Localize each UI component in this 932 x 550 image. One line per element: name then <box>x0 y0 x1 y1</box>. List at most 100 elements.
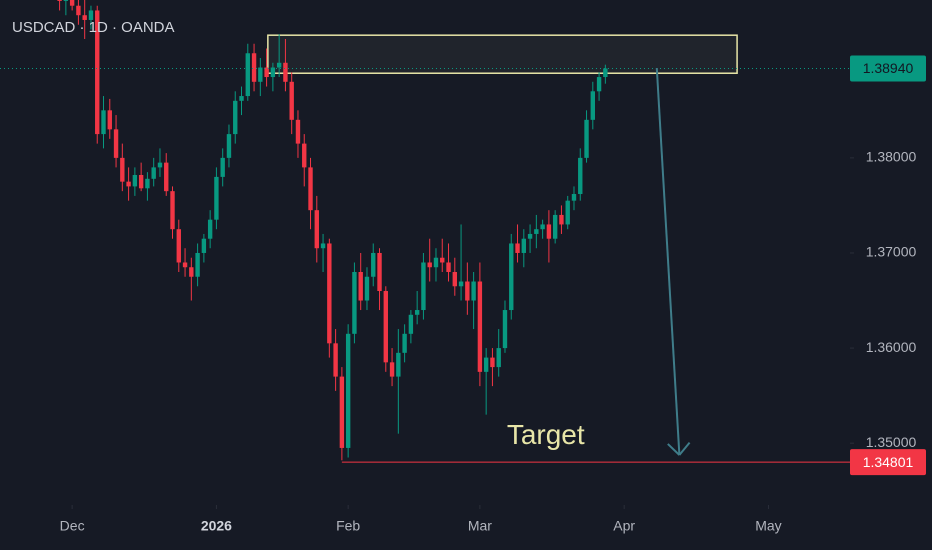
candle-body <box>371 252 376 277</box>
candle-body <box>496 348 501 368</box>
candle-body <box>546 224 552 239</box>
candle-body <box>120 157 125 182</box>
y-tick-label: 1.36000 <box>866 339 917 355</box>
arrow-head <box>678 442 691 456</box>
candle-body <box>164 162 169 192</box>
candle-body <box>402 333 407 353</box>
candle-body <box>358 271 363 301</box>
chart-title: USDCAD · 1D · OANDA <box>12 19 175 36</box>
candle-body <box>377 252 382 292</box>
candle-body <box>126 181 131 187</box>
candle-body <box>182 262 188 268</box>
candle-body <box>584 119 589 158</box>
candle-body <box>345 333 351 448</box>
candle-body <box>433 257 439 268</box>
candle-body <box>578 157 583 195</box>
candle-body <box>195 252 200 277</box>
x-tick-label: Apr <box>613 518 635 534</box>
x-tick-label: Dec <box>60 518 85 534</box>
candle-body <box>170 191 175 230</box>
y-tick-label: 1.37000 <box>866 244 917 260</box>
candle-body <box>527 233 533 239</box>
candle-body <box>113 129 119 158</box>
candle-body <box>276 62 282 68</box>
candle-body <box>446 262 451 272</box>
candle-body <box>245 53 250 97</box>
candle-body <box>308 167 313 211</box>
candle-body <box>63 0 69 1</box>
candle-body <box>189 267 194 277</box>
price-label-box <box>850 55 926 82</box>
candle-body <box>107 110 112 130</box>
candle-body <box>552 214 558 239</box>
plot-area <box>57 0 738 461</box>
y-tick-label: 1.38000 <box>866 149 917 165</box>
candle-body <box>327 243 332 344</box>
candle-body <box>333 343 338 377</box>
candle-body <box>471 281 476 301</box>
candle-body <box>201 238 207 253</box>
x-tick-label: Mar <box>468 518 492 534</box>
candle-body <box>220 157 225 177</box>
candle-body <box>421 262 426 311</box>
arrow-head <box>667 443 681 456</box>
annotation: Target <box>507 419 585 450</box>
zone <box>267 34 738 74</box>
y-tick-label: 1.35000 <box>866 434 917 450</box>
candle-body <box>483 357 489 372</box>
candle-body <box>515 243 520 253</box>
candle-body <box>352 271 357 334</box>
candle-body <box>571 194 577 201</box>
candle-body <box>414 310 420 315</box>
candle-body <box>314 210 319 249</box>
candle-body <box>302 143 307 168</box>
candle-body <box>502 310 508 349</box>
candle-body <box>559 214 564 225</box>
candle-body <box>76 5 81 16</box>
candle-body <box>239 96 244 101</box>
candle-body <box>389 362 395 377</box>
candle-body <box>233 100 238 135</box>
candle-body <box>383 291 388 363</box>
candle-body <box>289 81 294 120</box>
price-label: 1.34801 <box>863 454 914 470</box>
candle-body <box>145 178 150 189</box>
candle-body <box>88 10 94 20</box>
candle-body <box>57 0 62 1</box>
candle-body <box>440 257 445 263</box>
candle-body <box>458 281 464 287</box>
candle-body <box>82 15 87 20</box>
candle-body <box>270 67 276 78</box>
price-label: 1.38940 <box>863 60 914 76</box>
candle-body <box>95 10 100 135</box>
candle-body <box>509 243 514 311</box>
candle-body <box>477 281 483 372</box>
candle-body <box>540 224 545 230</box>
candle-body <box>69 0 75 6</box>
x-tick-label: Feb <box>336 518 360 534</box>
candle-body <box>132 174 138 187</box>
candle-body <box>138 174 144 189</box>
candle-body <box>264 67 269 78</box>
candle-body <box>364 276 370 301</box>
candle-body <box>283 62 288 82</box>
candle-body <box>490 357 495 368</box>
candle-body <box>214 176 219 220</box>
candle-body <box>101 110 106 135</box>
candle-body <box>207 219 213 239</box>
candle-body <box>226 134 232 158</box>
candle-body <box>408 314 414 334</box>
candle-body <box>596 77 602 92</box>
price-label-box <box>850 449 926 476</box>
candle-body <box>427 262 432 268</box>
candle-body <box>396 352 401 377</box>
candle-body <box>339 376 345 448</box>
candle-body <box>603 68 608 78</box>
arrow-line <box>655 67 681 456</box>
candle-body <box>251 53 257 82</box>
candle-body <box>151 167 156 179</box>
x-tick-label: 2026 <box>201 518 232 534</box>
candle-body <box>320 243 326 249</box>
